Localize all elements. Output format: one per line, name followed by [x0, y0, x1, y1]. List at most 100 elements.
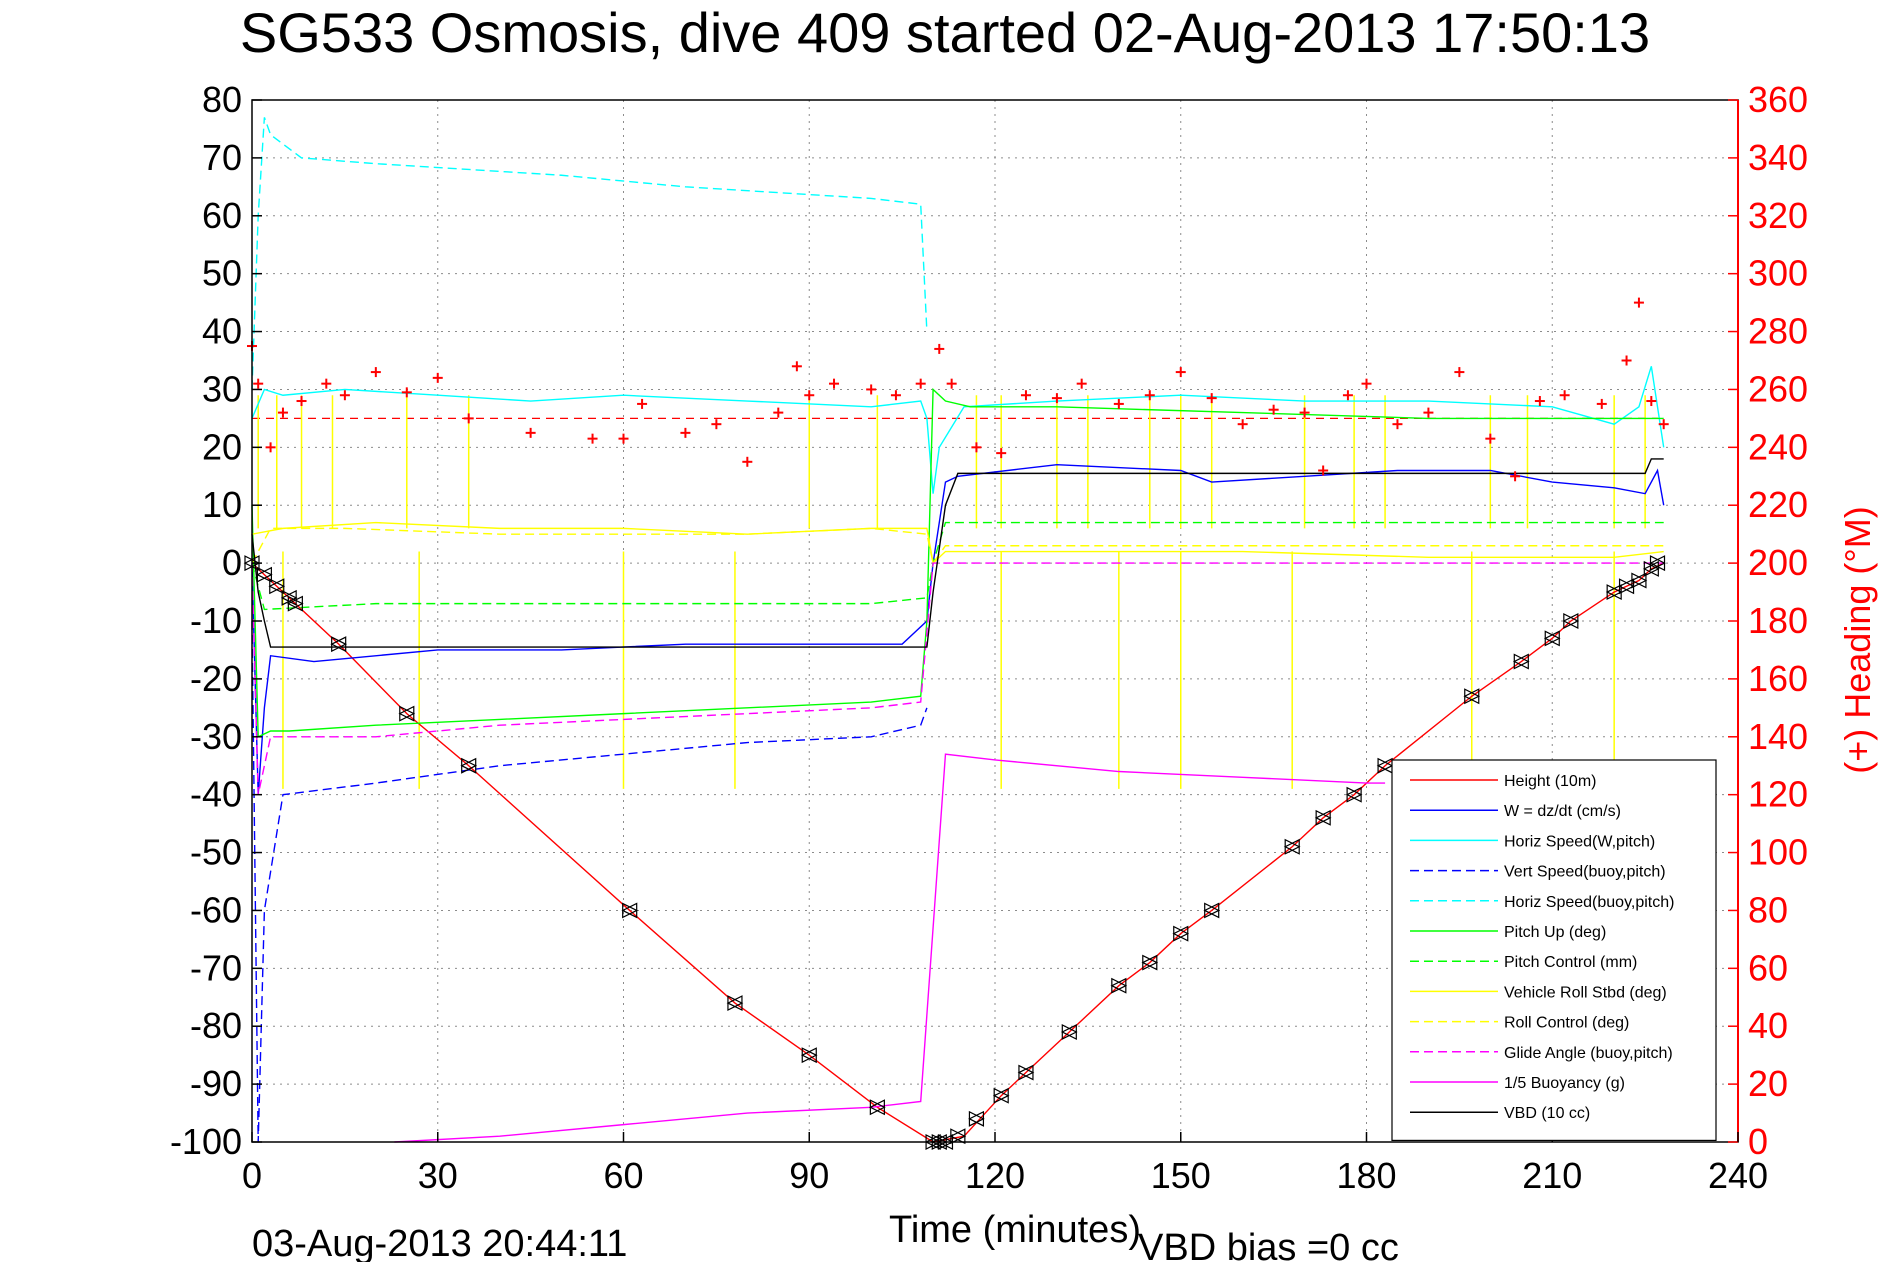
- heading-point: [1361, 378, 1372, 389]
- depth-marker: [949, 1128, 967, 1145]
- heading-point: [1299, 407, 1310, 418]
- right-axis-ticks: 3603403203002802602402202001801601401201…: [1728, 79, 1808, 1162]
- legend-item: 1/5 Buoyancy (g): [1410, 1075, 1625, 1092]
- heading-point: [866, 384, 877, 395]
- legend-label: Pitch Control (mm): [1504, 954, 1637, 971]
- legend-label: Horiz Speed(W,pitch): [1504, 833, 1655, 850]
- legend-box: [1391, 759, 1717, 1141]
- legend: Height (10m) W = dz/dt (cm/s) Horiz Speed(…: [1391, 759, 1717, 1141]
- right-tick-label: 0: [1748, 1121, 1768, 1162]
- legend-item: Pitch Up (deg): [1410, 924, 1606, 941]
- left-tick-label: 80: [202, 79, 242, 120]
- left-tick-label: 20: [202, 426, 242, 467]
- series-line-4: [251, 117, 928, 390]
- heading-point: [1596, 398, 1607, 409]
- left-tick-label: -70: [190, 947, 242, 988]
- heading-point: [1621, 355, 1632, 366]
- heading-point: [1268, 404, 1279, 415]
- depth-marker: [968, 1110, 985, 1127]
- depth-marker: [398, 705, 416, 722]
- depth-marker: [1314, 809, 1332, 826]
- heading-point: [829, 378, 840, 389]
- right-tick-label: 220: [1748, 484, 1808, 525]
- left-tick-label: 0: [222, 542, 242, 583]
- heading-point: [1534, 396, 1545, 407]
- x-tick-label: 60: [603, 1155, 643, 1196]
- heading-point: [1454, 367, 1465, 378]
- heading-point: [432, 372, 443, 383]
- heading-point: [1633, 297, 1644, 308]
- depth-marker: [869, 1099, 886, 1116]
- heading-point: [804, 390, 815, 401]
- series-line-0: [251, 562, 1664, 1143]
- left-axis-ticks: 80 70 60 50 40 30 20 10 0 -10 -20 -30 -40 -50 -60 -70 -8…: [170, 79, 262, 1162]
- chart-title: SG533 Osmosis, dive 409 started 02-Aug-2…: [240, 1, 1650, 64]
- left-tick-label: 40: [202, 311, 242, 352]
- right-tick-label: 280: [1748, 311, 1808, 352]
- heading-point: [339, 390, 350, 401]
- x-axis-ticks: 0 30 60 90 120 150 180 210 240: [242, 1132, 1768, 1196]
- depth-marker: [330, 636, 348, 653]
- heading-point: [1392, 419, 1403, 430]
- series-line-5: [251, 387, 1664, 738]
- legend-label: W = dz/dt (cm/s): [1504, 803, 1621, 820]
- heading-point: [680, 427, 691, 438]
- left-tick-label: 60: [202, 195, 242, 236]
- heading-point: [277, 407, 288, 418]
- x-tick-label: 90: [789, 1155, 829, 1196]
- legend-item: Vehicle Roll Stbd (deg): [1410, 984, 1667, 1001]
- heading-point: [1144, 390, 1155, 401]
- series-line-6: [251, 521, 1664, 611]
- depth-marker: [1017, 1064, 1035, 1081]
- heading-point: [1342, 390, 1353, 401]
- depth-marker: [1345, 786, 1363, 803]
- right-tick-label: 80: [1748, 889, 1788, 930]
- heading-point: [618, 433, 629, 444]
- heading-point: [890, 390, 901, 401]
- heading-point: [711, 419, 722, 430]
- heading-point: [1646, 396, 1657, 407]
- left-tick-label: -20: [190, 658, 242, 699]
- depth-marker: [800, 1047, 818, 1064]
- heading-point: [915, 378, 926, 389]
- legend-item: Horiz Speed(W,pitch): [1410, 833, 1655, 850]
- heading-point: [1423, 407, 1434, 418]
- right-tick-label: 140: [1748, 716, 1808, 757]
- legend-label: Height (10m): [1504, 773, 1596, 790]
- legend-item: W = dz/dt (cm/s): [1410, 803, 1621, 820]
- x-tick-label: 150: [1151, 1155, 1211, 1196]
- heading-point: [946, 378, 957, 389]
- heading-point: [996, 448, 1007, 459]
- depth-marker: [287, 595, 304, 612]
- depth-marker: [726, 995, 744, 1012]
- right-tick-label: 260: [1748, 368, 1808, 409]
- heading-point: [587, 433, 598, 444]
- heading-point: [265, 442, 276, 453]
- depth-marker: [1060, 1024, 1078, 1040]
- legend-item: Horiz Speed(buoy,pitch): [1410, 894, 1674, 911]
- heading-point: [1559, 390, 1570, 401]
- legend-label: Glide Angle (buoy,pitch): [1504, 1045, 1673, 1062]
- right-tick-label: 160: [1748, 658, 1808, 699]
- depth-marker: [1172, 925, 1190, 942]
- series-line-8: [251, 527, 1664, 565]
- legend-item: Height (10m): [1410, 773, 1596, 790]
- legend-label: VBD (10 cc): [1504, 1105, 1590, 1122]
- depth-marker: [621, 902, 639, 919]
- heading-point: [1206, 393, 1217, 404]
- left-tick-label: -30: [190, 716, 242, 757]
- left-tick-label: -100: [170, 1121, 242, 1162]
- legend-label: 1/5 Buoyancy (g): [1504, 1075, 1625, 1092]
- heading-point: [1020, 390, 1031, 401]
- series-line-1: [251, 463, 1665, 795]
- legend-item: Pitch Control (mm): [1410, 954, 1637, 971]
- x-axis-label: Time (minutes): [889, 1209, 1141, 1251]
- depth-marker: [268, 578, 286, 595]
- legend-item: Roll Control (deg): [1410, 1015, 1629, 1032]
- heading-point: [370, 367, 381, 378]
- heading-point: [1113, 398, 1124, 409]
- right-tick-label: 340: [1748, 137, 1808, 178]
- right-tick-label: 300: [1748, 253, 1808, 294]
- heading-point: [525, 427, 536, 438]
- right-tick-label: 100: [1748, 832, 1808, 873]
